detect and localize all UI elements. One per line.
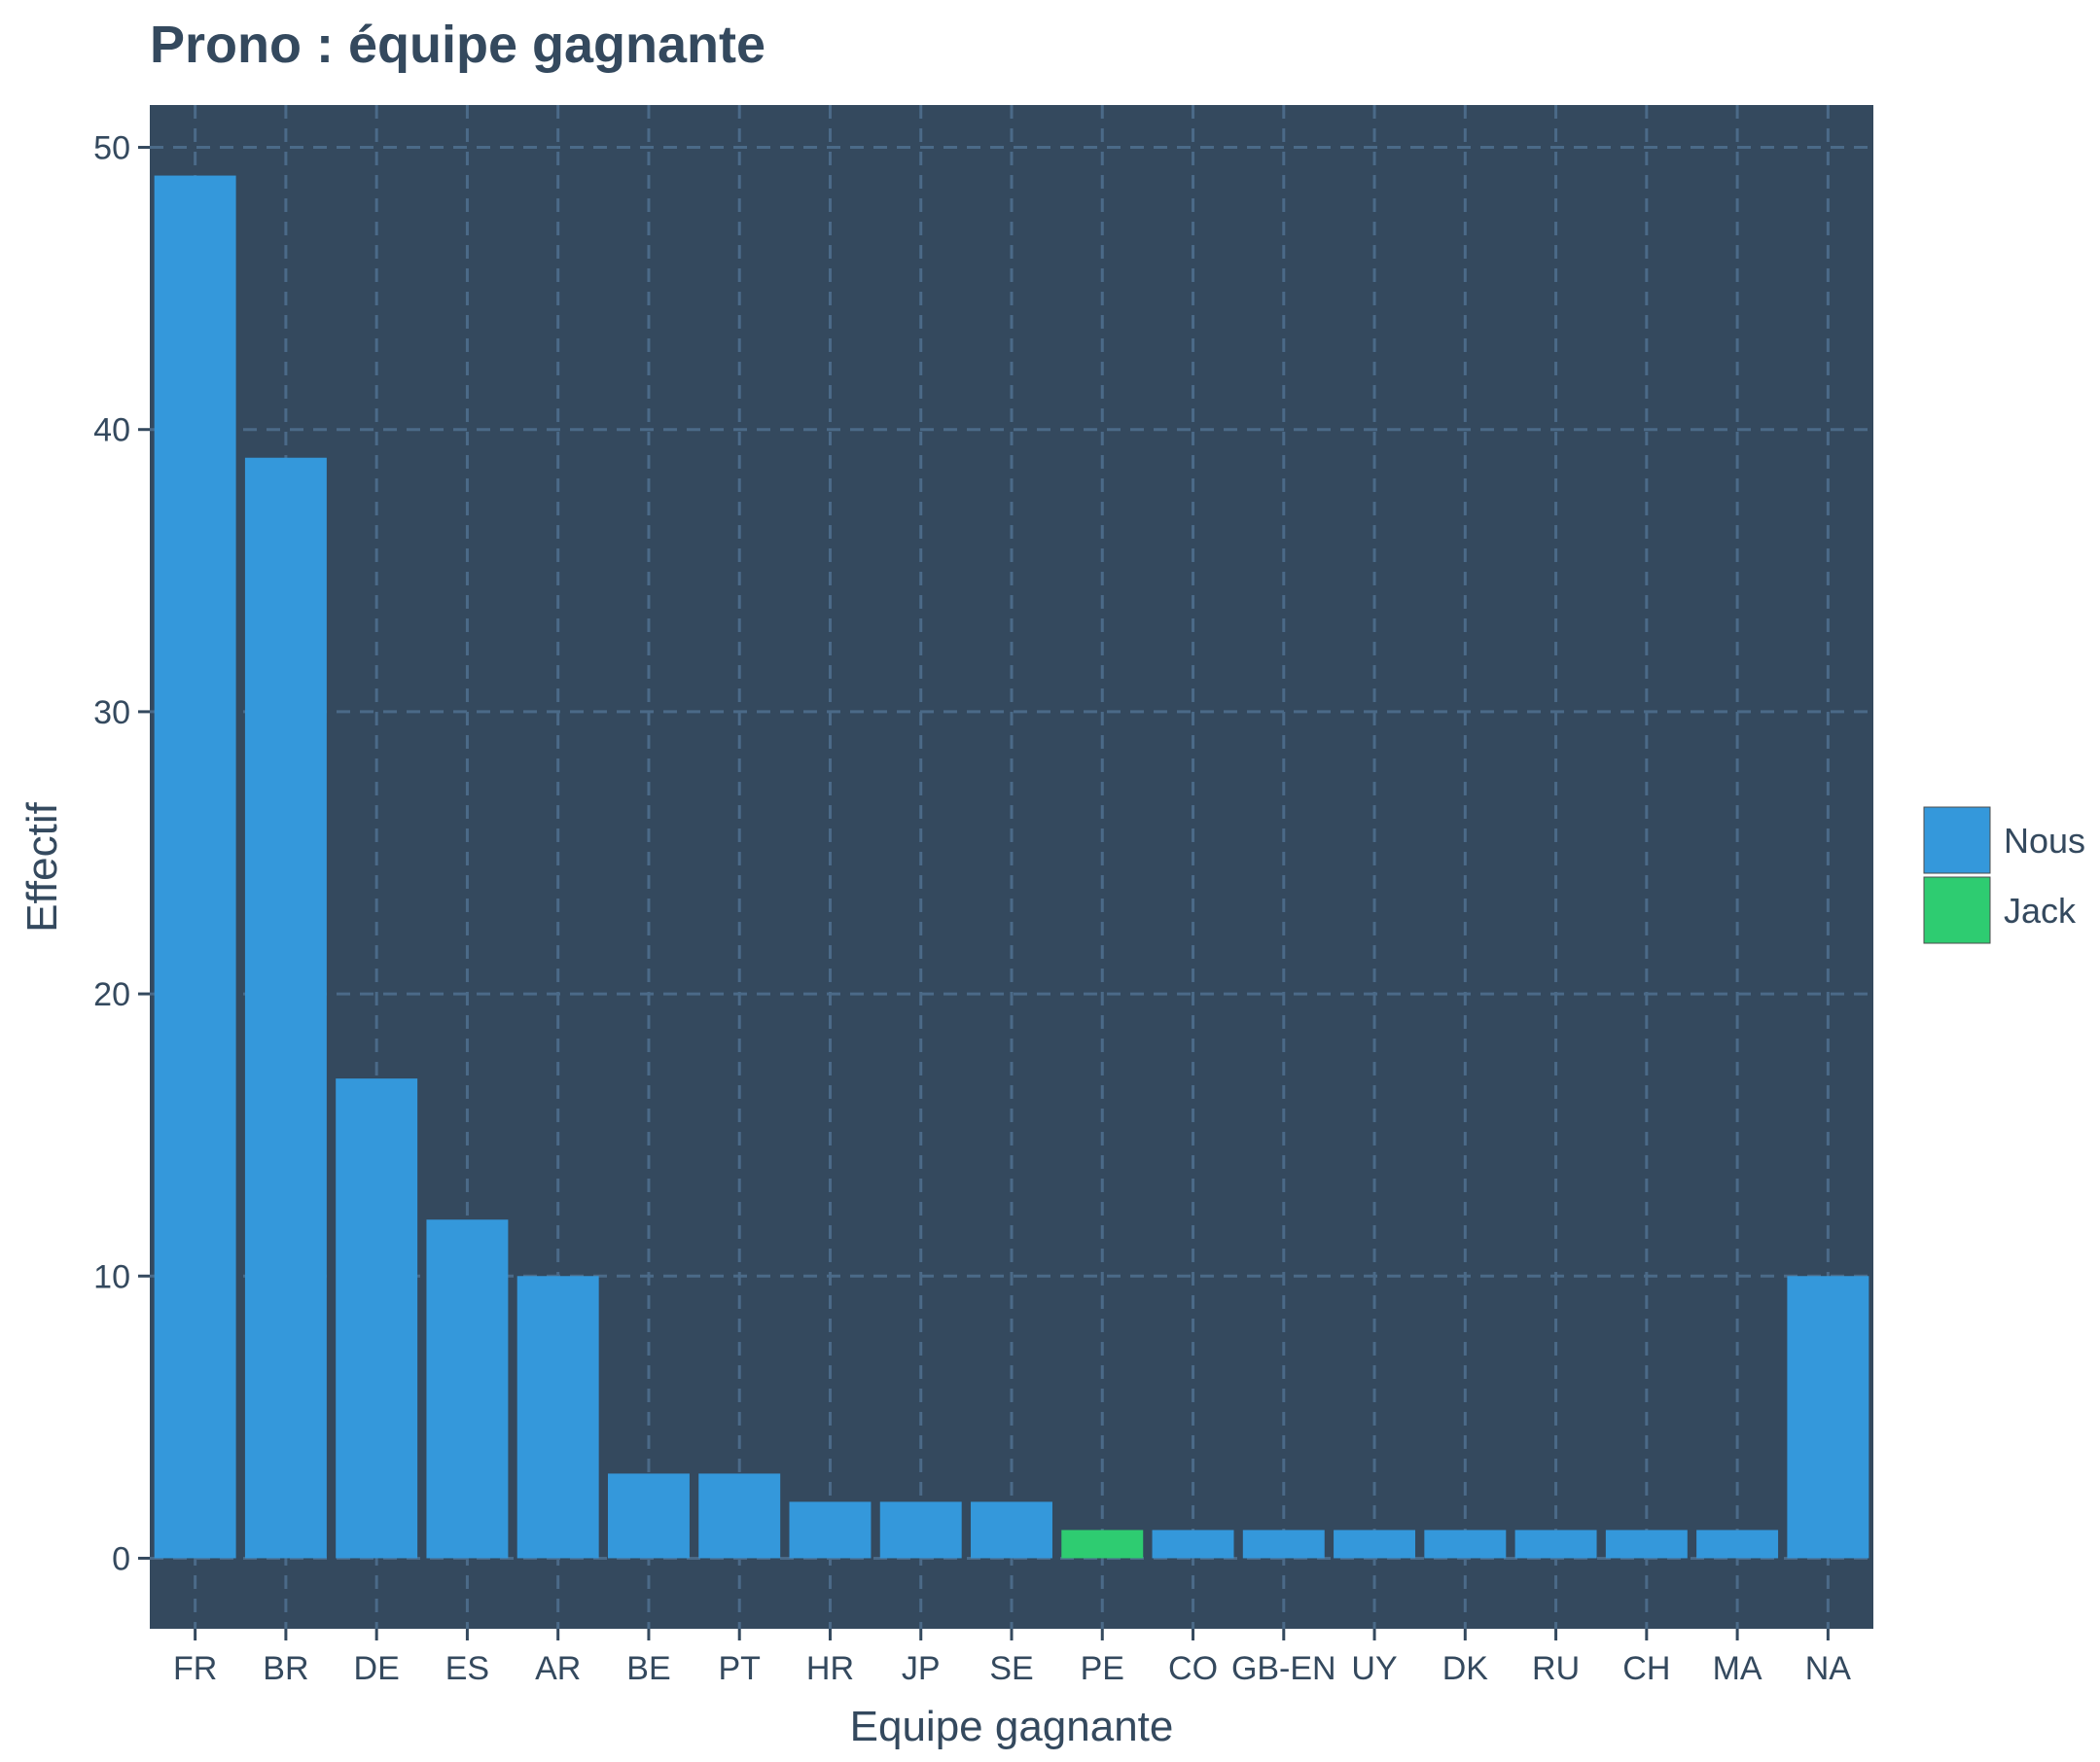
x-axis-title: Equipe gagnante — [850, 1703, 1174, 1750]
x-tick-label: DK — [1442, 1650, 1489, 1687]
bar-uy — [1334, 1530, 1416, 1559]
bar-ma — [1696, 1530, 1779, 1559]
x-tick-label: BR — [263, 1650, 308, 1687]
x-tick-label: HR — [806, 1650, 854, 1687]
x-tick-label: RU — [1532, 1650, 1580, 1687]
bar-ru — [1514, 1530, 1597, 1559]
legend-label-jack: Jack — [2004, 891, 2077, 931]
x-tick-label: JP — [902, 1650, 941, 1687]
x-tick-label: PT — [718, 1650, 760, 1687]
bar-hr — [789, 1501, 872, 1559]
bar-jp — [879, 1501, 962, 1559]
x-tick-label: AR — [535, 1650, 581, 1687]
legend-key-jack — [1923, 876, 1991, 944]
bar-de — [336, 1078, 418, 1559]
x-tick-label: MA — [1713, 1650, 1762, 1687]
y-tick-label: 50 — [93, 130, 130, 167]
x-tick-label: CO — [1168, 1650, 1218, 1687]
legend-label-nous: Nous — [2004, 821, 2085, 861]
bar-fr — [154, 175, 236, 1559]
y-tick-label: 40 — [93, 412, 130, 449]
x-tick-label: CH — [1622, 1650, 1670, 1687]
bar-be — [607, 1473, 690, 1559]
x-tick-label: NA — [1805, 1650, 1852, 1687]
bar-pe — [1061, 1530, 1144, 1559]
bar-co — [1152, 1530, 1234, 1559]
bar-pt — [698, 1473, 781, 1559]
bar-gb-en — [1242, 1530, 1325, 1559]
y-axis: 0 10 20 30 40 50 — [93, 130, 150, 1577]
bar-es — [426, 1219, 509, 1559]
x-tick-label: UY — [1351, 1650, 1397, 1687]
x-tick-label: DE — [354, 1650, 400, 1687]
y-tick-label: 10 — [93, 1258, 130, 1295]
bar-br — [244, 457, 327, 1559]
y-tick-label: 30 — [93, 694, 130, 731]
x-tick-label: GB-EN — [1231, 1650, 1336, 1687]
bars — [154, 175, 1869, 1559]
legend: Nous Jack — [1923, 806, 2085, 944]
bar-ar — [516, 1276, 599, 1559]
bar-dk — [1424, 1530, 1507, 1559]
x-tick-label: PE — [1081, 1650, 1124, 1687]
bar-ch — [1605, 1530, 1688, 1559]
x-tick-label: SE — [989, 1650, 1033, 1687]
bar-na — [1787, 1276, 1869, 1559]
x-tick-label: BE — [626, 1650, 670, 1687]
chart-title: Prono : équipe gagnante — [150, 16, 765, 74]
bar-se — [971, 1501, 1052, 1559]
y-tick-label: 20 — [93, 976, 130, 1013]
y-axis-title: Effectif — [18, 801, 66, 932]
x-tick-label: FR — [173, 1650, 217, 1687]
legend-key-nous — [1923, 806, 1991, 874]
x-axis: FR BR DE ES AR BE PT HR JP SE PE CO GB-EN UY DK RU CH MA N… — [173, 1629, 1851, 1687]
y-tick-label: 0 — [112, 1540, 130, 1577]
x-tick-label: ES — [445, 1650, 489, 1687]
